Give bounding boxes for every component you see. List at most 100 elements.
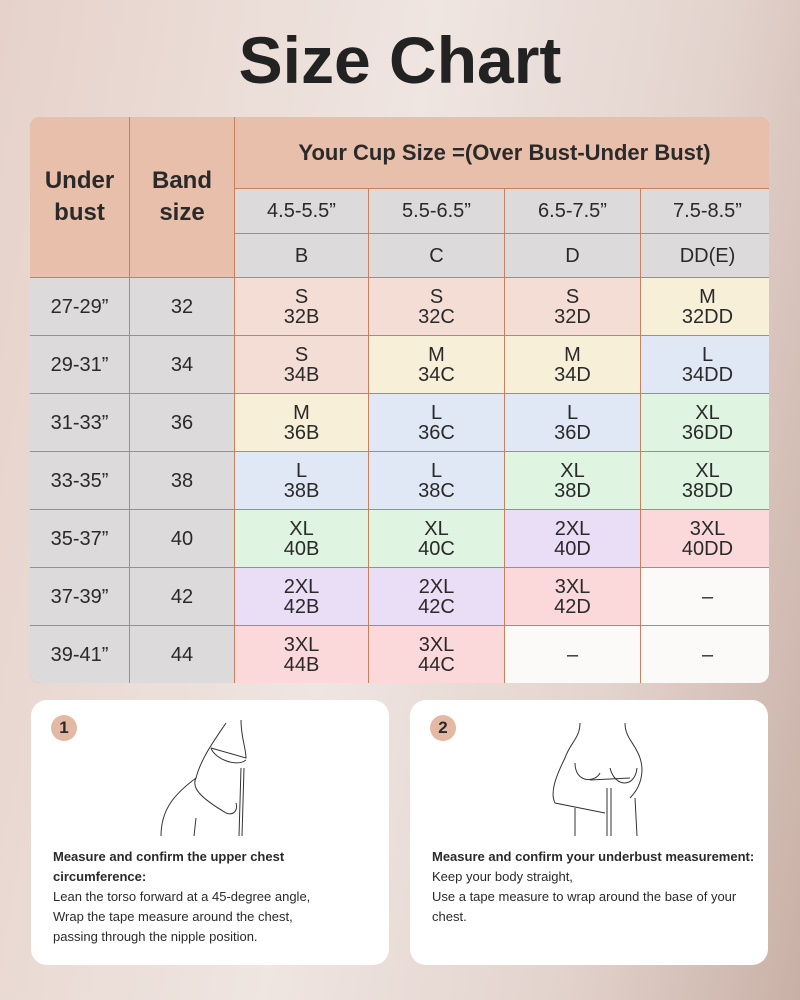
size-label: M (699, 285, 716, 308)
cup-letter-header: C (369, 234, 504, 277)
underbust-cell: 29-31” (30, 336, 129, 393)
size-code: 40D (554, 537, 591, 560)
step-line: Keep your body straight, (432, 869, 573, 884)
band-size-cell: 38 (130, 452, 234, 509)
band-size-cell: 32 (130, 278, 234, 335)
step-badge: 1 (51, 715, 77, 741)
size-code: 38DD (681, 479, 734, 502)
size-label: M (428, 343, 445, 366)
size-cell: S 32D (505, 278, 640, 335)
header-underbust: Under bust (30, 117, 129, 277)
size-code: 36DD (681, 421, 734, 444)
band-size-cell: 36 (130, 394, 234, 451)
header-cup-size: Your Cup Size =(Over Bust-Under Bust) (235, 117, 769, 188)
underbust-cell: 31-33” (30, 394, 129, 451)
size-cell: M 34D (505, 336, 640, 393)
size-label: – (566, 643, 579, 666)
measure-underbust-illustration (552, 722, 643, 837)
underbust-cell: 35-37” (30, 510, 129, 567)
cup-range-header: 5.5-6.5” (369, 189, 504, 233)
size-label: M (564, 343, 581, 366)
size-code: 36D (554, 421, 591, 444)
size-code: 40DD (681, 537, 734, 560)
size-cell: S 34B (235, 336, 368, 393)
size-label: L (430, 401, 443, 424)
size-label: XL (695, 401, 720, 424)
size-code: 36B (283, 421, 320, 444)
size-cell: XL 40B (235, 510, 368, 567)
step-line: passing through the nipple position. (53, 929, 258, 944)
cup-letter-header: B (235, 234, 368, 277)
size-label: L (430, 459, 443, 482)
size-label: S (294, 343, 309, 366)
size-label: XL (289, 517, 314, 540)
step-line: Lean the torso forward at a 45-degree an… (53, 889, 311, 904)
size-code: 32D (554, 305, 591, 328)
size-label: M (293, 401, 310, 424)
size-cell: L 36C (369, 394, 504, 451)
size-cell: S 32B (235, 278, 368, 335)
cup-range-header: 7.5-8.5” (641, 189, 769, 233)
size-cell: L 38C (369, 452, 504, 509)
size-label: – (701, 585, 714, 608)
size-code: 34D (554, 363, 591, 386)
size-cell: – (505, 626, 640, 683)
cup-letter-header: DD(E) (641, 234, 769, 277)
size-cell: 3XL 40DD (641, 510, 769, 567)
size-label: L (566, 401, 579, 424)
size-label: 3XL (554, 575, 591, 598)
size-label: 2XL (283, 575, 320, 598)
size-label: 3XL (283, 633, 320, 656)
size-code: 32C (418, 305, 455, 328)
size-code: 38D (554, 479, 591, 502)
size-label: 2XL (554, 517, 591, 540)
size-cell: 2XL 42B (235, 568, 368, 625)
size-code: 38B (283, 479, 320, 502)
underbust-cell: 33-35” (30, 452, 129, 509)
size-code: 38C (418, 479, 455, 502)
size-label: S (565, 285, 580, 308)
size-code: 42C (418, 595, 455, 618)
size-cell: 3XL 42D (505, 568, 640, 625)
size-cell: L 34DD (641, 336, 769, 393)
size-cell: XL 36DD (641, 394, 769, 451)
step-heading: Measure and confirm the upper chest circ… (53, 849, 285, 884)
size-cell: 3XL 44C (369, 626, 504, 683)
cup-range-header: 4.5-5.5” (235, 189, 368, 233)
size-cell: L 38B (235, 452, 368, 509)
size-label: XL (424, 517, 449, 540)
step-line: Wrap the tape measure around the chest, (53, 909, 293, 924)
size-code: 34DD (681, 363, 734, 386)
size-code: 32B (283, 305, 320, 328)
size-label: XL (695, 459, 720, 482)
size-label: – (701, 643, 714, 666)
size-code: 32DD (681, 305, 734, 328)
size-label: L (295, 459, 308, 482)
underbust-cell: 27-29” (30, 278, 129, 335)
size-code: 34C (418, 363, 455, 386)
measure-upper-chest-illustration (160, 719, 247, 837)
band-size-cell: 34 (130, 336, 234, 393)
size-cell: XL 38DD (641, 452, 769, 509)
step-heading: Measure and confirm your underbust measu… (432, 849, 755, 864)
size-label: L (701, 343, 714, 366)
band-size-cell: 40 (130, 510, 234, 567)
size-cell: 2XL 42C (369, 568, 504, 625)
step-line: Use a tape measure to wrap around the ba… (432, 889, 737, 924)
page-title: Size Chart (238, 23, 562, 97)
size-label: 2XL (418, 575, 455, 598)
size-cell: – (641, 568, 769, 625)
step-card-2: 2 Measure and confirm your underbust mea… (410, 700, 768, 965)
size-label: 3XL (418, 633, 455, 656)
size-cell: M 36B (235, 394, 368, 451)
size-code: 34B (283, 363, 320, 386)
size-cell: – (641, 626, 769, 683)
size-cell: 2XL 40D (505, 510, 640, 567)
step-badge: 2 (430, 715, 456, 741)
size-cell: 3XL 44B (235, 626, 368, 683)
size-cell: M 32DD (641, 278, 769, 335)
size-code: 36C (418, 421, 455, 444)
size-code: 42D (554, 595, 591, 618)
size-cell: XL 38D (505, 452, 640, 509)
size-cell: S 32C (369, 278, 504, 335)
